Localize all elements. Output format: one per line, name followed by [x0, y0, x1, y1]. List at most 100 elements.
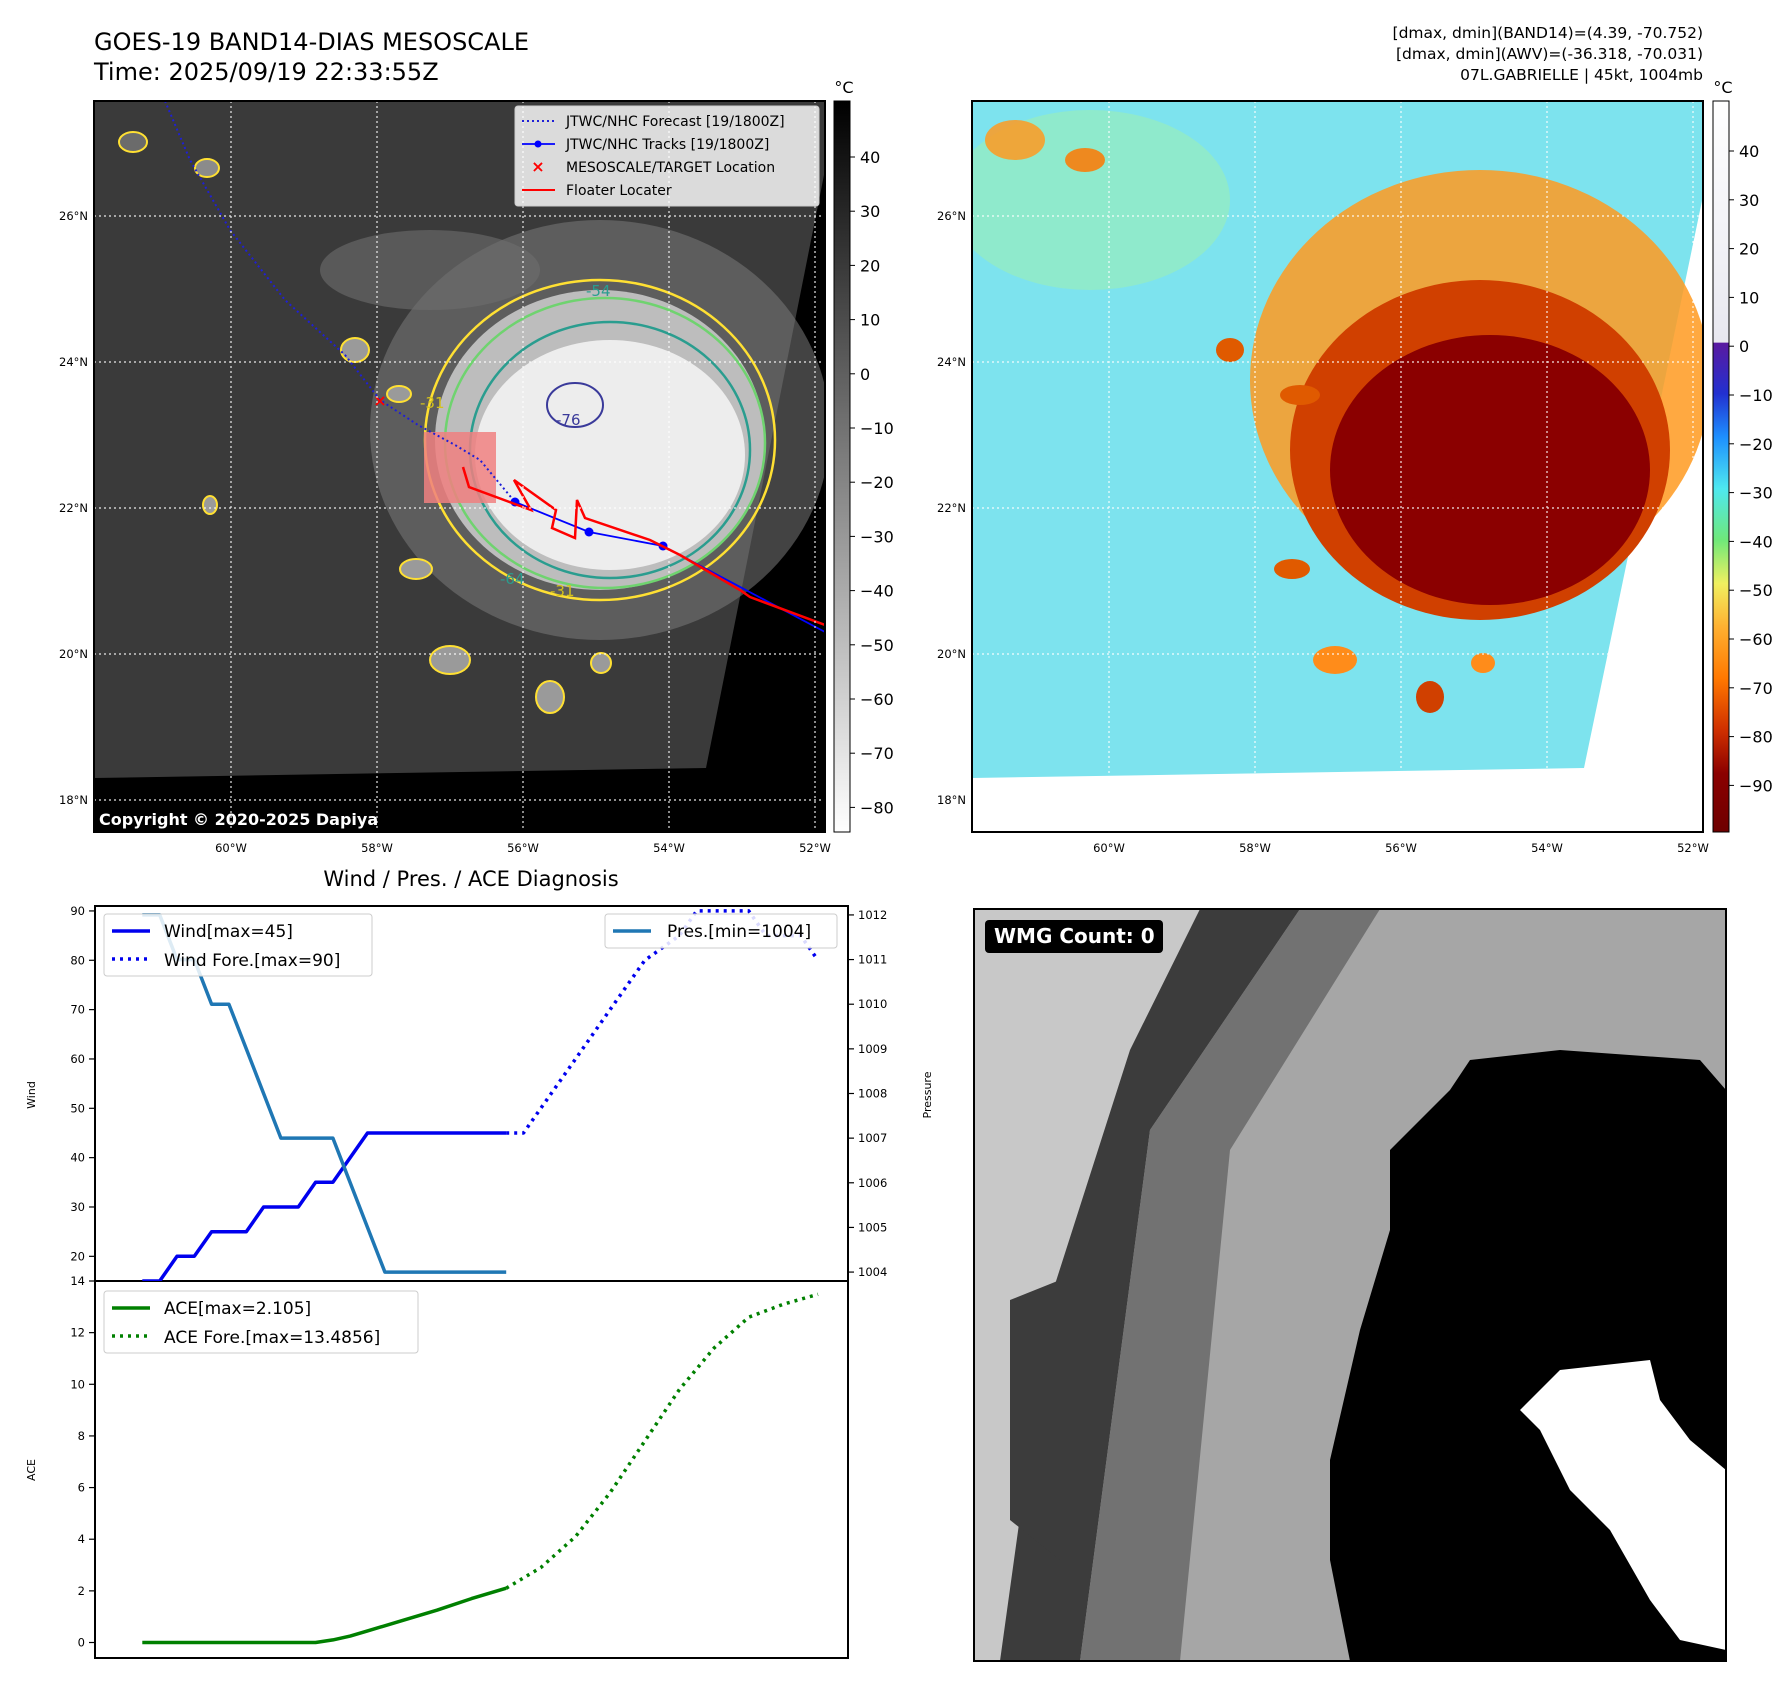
lon-label: 56°W: [1385, 841, 1417, 855]
awv-colorbar-ticks: 40 30 20 10 0 −10 −20 −30 −40 −50 −60 −70 −80 −90: [1729, 142, 1773, 795]
awv-cloud-core: [1330, 335, 1650, 605]
legend-forecast: JTWC/NHC Forecast [19/1800Z]: [565, 114, 785, 130]
ir-lat-labels: 26°N 24°N 22°N 20°N 18°N: [59, 209, 88, 807]
series-line-wind-max-45: [142, 1131, 507, 1281]
lat-label: 22°N: [59, 501, 88, 515]
colorbar-tick-label: −50: [1739, 581, 1773, 600]
axis-tick-label: 1006: [858, 1176, 887, 1190]
lat-label: 22°N: [937, 501, 966, 515]
legend-wind: Wind[max=45]: [164, 922, 293, 942]
pressure-ylabel: Pressure: [921, 1071, 934, 1118]
axis-tick-label: 14: [70, 1274, 85, 1288]
axis-tick-label: 80: [70, 953, 85, 967]
colorbar-tick-label: −50: [860, 636, 894, 655]
lon-label: 52°W: [799, 841, 831, 855]
awv-cell-8: [1280, 385, 1320, 405]
cell-9: [386, 385, 412, 403]
ace-series: [142, 1292, 819, 1645]
diagnosis-title: Wind / Pres. / ACE Diagnosis: [323, 867, 618, 891]
awv-cell-1: [985, 120, 1045, 160]
lat-label: 18°N: [937, 793, 966, 807]
colorbar-tick-label: 10: [860, 311, 880, 330]
ace-yticks: 0 2 4 6 8 10 12 14: [70, 1274, 95, 1650]
awv-cell-6: [1416, 681, 1444, 713]
cell-6: [535, 680, 565, 714]
axis-tick-label: 60: [70, 1052, 85, 1066]
colorbar-tick-label: −70: [1739, 679, 1773, 698]
axis-tick-label: 1010: [858, 997, 887, 1011]
map-legend: JTWC/NHC Forecast [19/1800Z] JTWC/NHC Tr…: [514, 105, 820, 207]
cell-5: [429, 645, 471, 675]
wmg-mid-band: [1080, 909, 1380, 1661]
floater-locater: [461, 466, 825, 627]
legend-wind-forecast: Wind Fore.[max=90]: [164, 951, 340, 971]
contour-label: -54: [586, 282, 611, 300]
track-point: [584, 527, 594, 537]
colorbar-tick-label: −20: [1739, 435, 1773, 454]
wmg-panel: WMG Count: 0: [973, 908, 1727, 1662]
figure-time: Time: 2025/09/19 22:33:55Z: [93, 58, 439, 86]
wmg-count-badge: [985, 920, 1163, 953]
wmg-count: WMG Count: 0: [994, 924, 1155, 948]
axis-tick-label: 40: [70, 1151, 85, 1165]
ir-lon-labels: 60°W 58°W 56°W 54°W 52°W: [215, 841, 831, 855]
figure-title: GOES-19 BAND14-DIAS MESOSCALE: [94, 28, 529, 56]
legend-pressure: Pres.[min=1004]: [667, 922, 811, 942]
contour-label: -76: [556, 411, 581, 429]
ir-no-data-region: [94, 101, 825, 832]
axis-tick-label: 1008: [858, 1087, 887, 1101]
lat-label: 20°N: [59, 647, 88, 661]
lon-label: 58°W: [361, 841, 393, 855]
awv-colorbar: [1712, 100, 1730, 833]
awv-frame: [971, 100, 1704, 833]
ir-colorbar-ticks: 40 30 20 10 0 −10 −20 −30 −40 −50 −60 −70 −80: [850, 148, 894, 817]
colorbar-tick-label: −10: [860, 419, 894, 438]
wind-series: [142, 909, 820, 1281]
awv-lat-labels: 26°N 24°N 22°N 20°N 18°N: [937, 209, 966, 807]
info-storm: 07L.GABRIELLE | 45kt, 1004mb: [1460, 66, 1703, 84]
axis-tick-label: 8: [78, 1429, 85, 1443]
info-awv: [dmax, dmin](AWV)=(-36.318, -70.031): [1396, 45, 1703, 63]
axis-tick-label: 0: [78, 1636, 85, 1650]
contour-label: -64: [500, 570, 525, 588]
ir-cloud-band: [320, 230, 540, 310]
legend-target: MESOSCALE/TARGET Location: [566, 160, 775, 176]
contour-label: -31: [550, 582, 575, 600]
cell-8: [202, 495, 218, 515]
colorbar-tick-label: 10: [1739, 288, 1759, 307]
awv-cell-2: [1065, 148, 1105, 172]
ir-map-panel: × -54 -31 -76 -64 -31 JTWC/NHC Fo: [59, 78, 894, 855]
legend-ace: ACE[max=2.105]: [164, 1299, 311, 1319]
colorbar-tick-label: −60: [1739, 630, 1773, 649]
cell-4: [399, 558, 433, 580]
lon-label: 60°W: [1093, 841, 1125, 855]
wmg-dark-patch: [1010, 1280, 1060, 1560]
wmg-white-region: [1520, 1360, 1726, 1650]
colorbar-tick-label: 30: [1739, 191, 1759, 210]
lon-label: 56°W: [507, 841, 539, 855]
lon-label: 58°W: [1239, 841, 1271, 855]
colorbar-tick-label: 0: [1739, 337, 1749, 356]
series-line-ace-fore-max-13-4856: [505, 1292, 819, 1590]
ir-frame: [93, 100, 826, 833]
colorbar-tick-label: −40: [860, 582, 894, 601]
wind-ylabel: Wind: [25, 1081, 38, 1109]
ace-ylabel: ACE: [25, 1459, 38, 1481]
colorbar-tick-label: −80: [860, 798, 894, 817]
lat-label: 20°N: [937, 647, 966, 661]
axis-tick-label: 4: [78, 1532, 85, 1546]
lon-label: 60°W: [215, 841, 247, 855]
cell-3: [340, 337, 370, 363]
ace-legend: ACE[max=2.105] ACE Fore.[max=13.4856]: [103, 1290, 419, 1354]
svg-text:×: ×: [531, 157, 544, 176]
axis-tick-label: 90: [70, 904, 85, 918]
series-line-wind-fore-max-90: [506, 909, 820, 1135]
awv-cell-4: [1274, 559, 1310, 579]
axis-tick-label: 20: [70, 1249, 85, 1263]
axis-tick-label: 1007: [858, 1131, 887, 1145]
axis-tick-label: 1012: [858, 908, 887, 922]
axis-tick-label: 2: [78, 1584, 85, 1598]
colorbar-tick-label: 30: [860, 202, 880, 221]
axis-tick-label: 1011: [858, 953, 887, 967]
